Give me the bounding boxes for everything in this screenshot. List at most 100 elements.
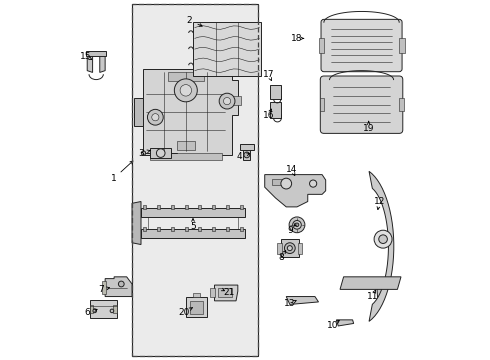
Bar: [157, 205, 160, 210]
Circle shape: [287, 246, 293, 251]
Text: 7: 7: [98, 285, 104, 294]
Circle shape: [223, 98, 231, 105]
Bar: [141, 208, 245, 217]
Bar: [185, 205, 188, 210]
Text: 16: 16: [263, 111, 274, 120]
Bar: [90, 300, 117, 318]
Polygon shape: [87, 53, 93, 72]
Circle shape: [152, 114, 159, 121]
Circle shape: [93, 309, 97, 313]
Circle shape: [219, 93, 235, 109]
Polygon shape: [143, 69, 238, 155]
Text: 14: 14: [286, 165, 297, 174]
Circle shape: [289, 217, 305, 233]
Text: 12: 12: [374, 197, 385, 206]
Polygon shape: [340, 277, 401, 289]
Bar: [218, 288, 232, 297]
Polygon shape: [369, 171, 394, 321]
Circle shape: [244, 152, 250, 158]
Bar: [270, 85, 281, 99]
Bar: [185, 226, 188, 231]
Text: 18: 18: [291, 34, 303, 43]
Bar: [270, 102, 281, 118]
Bar: [232, 96, 242, 105]
Polygon shape: [215, 285, 238, 301]
Text: 21: 21: [223, 288, 235, 297]
Text: 20: 20: [178, 308, 190, 317]
Polygon shape: [377, 282, 383, 300]
Text: 1: 1: [111, 174, 117, 183]
Bar: [240, 226, 243, 231]
Bar: [141, 229, 245, 238]
Circle shape: [310, 180, 317, 187]
Text: 2: 2: [187, 16, 192, 25]
Bar: [150, 153, 221, 160]
Circle shape: [285, 243, 295, 253]
Polygon shape: [337, 320, 354, 326]
Circle shape: [374, 230, 392, 248]
Bar: [132, 4, 258, 356]
Bar: [143, 205, 146, 210]
Bar: [186, 297, 207, 318]
Bar: [319, 98, 324, 111]
Bar: [86, 51, 106, 56]
Polygon shape: [100, 53, 105, 72]
Bar: [171, 226, 173, 231]
Bar: [143, 226, 146, 231]
Bar: [399, 98, 403, 111]
Bar: [113, 305, 117, 314]
Bar: [157, 226, 160, 231]
Text: 4: 4: [237, 152, 243, 161]
Bar: [399, 39, 405, 53]
Bar: [243, 146, 250, 160]
Text: 3: 3: [138, 149, 144, 158]
Bar: [193, 22, 261, 76]
Text: 10: 10: [327, 321, 339, 330]
Bar: [212, 205, 215, 210]
Bar: [171, 205, 173, 210]
Circle shape: [147, 109, 163, 125]
Circle shape: [156, 149, 165, 157]
Bar: [212, 226, 215, 231]
Text: 6: 6: [84, 308, 90, 317]
Polygon shape: [286, 297, 318, 305]
Circle shape: [180, 85, 192, 96]
Text: 11: 11: [367, 292, 378, 301]
Bar: [240, 205, 243, 210]
Bar: [150, 148, 172, 158]
Text: 15: 15: [80, 52, 91, 61]
Bar: [272, 179, 286, 185]
Bar: [198, 226, 201, 231]
Bar: [90, 305, 93, 314]
Polygon shape: [134, 98, 143, 126]
Bar: [101, 281, 106, 294]
Circle shape: [110, 309, 114, 313]
Bar: [190, 301, 203, 314]
Text: 17: 17: [263, 70, 274, 79]
Text: 8: 8: [278, 253, 284, 262]
Bar: [298, 243, 302, 253]
Polygon shape: [265, 175, 326, 207]
Bar: [277, 243, 282, 253]
Circle shape: [293, 221, 301, 229]
Circle shape: [119, 281, 124, 287]
FancyBboxPatch shape: [321, 19, 402, 72]
Text: 9: 9: [287, 226, 293, 235]
Text: 19: 19: [363, 123, 374, 132]
Bar: [132, 4, 258, 356]
Circle shape: [379, 235, 388, 243]
Bar: [226, 226, 229, 231]
Bar: [168, 72, 204, 81]
FancyBboxPatch shape: [320, 76, 403, 134]
Polygon shape: [105, 277, 132, 297]
Circle shape: [295, 223, 299, 226]
Text: 5: 5: [190, 222, 196, 231]
Circle shape: [281, 178, 292, 189]
Bar: [198, 205, 201, 210]
Circle shape: [141, 151, 146, 155]
Polygon shape: [132, 202, 141, 244]
Bar: [281, 239, 299, 257]
Bar: [240, 144, 254, 149]
Bar: [318, 39, 324, 53]
Circle shape: [174, 79, 197, 102]
